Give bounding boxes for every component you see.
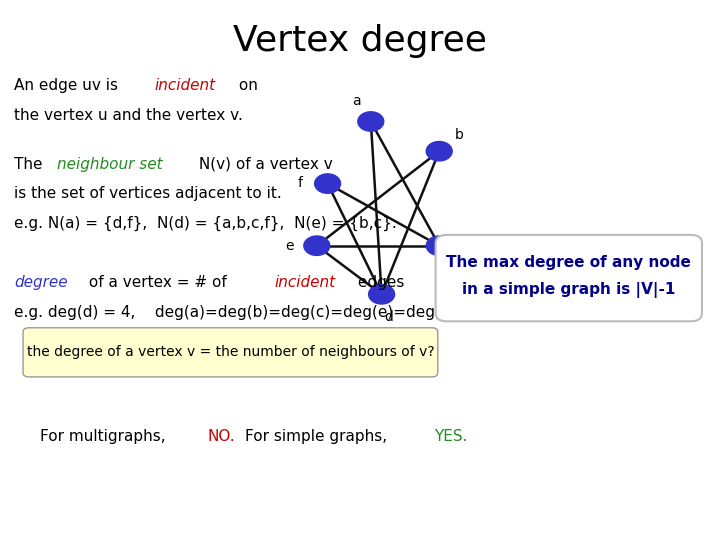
Circle shape bbox=[315, 174, 341, 193]
Text: b: b bbox=[455, 128, 464, 142]
Circle shape bbox=[426, 141, 452, 161]
Text: degree: degree bbox=[14, 275, 68, 291]
Text: the degree of a vertex v = the number of neighbours of v?: the degree of a vertex v = the number of… bbox=[27, 346, 434, 359]
Text: c: c bbox=[457, 239, 464, 253]
Text: For multigraphs,: For multigraphs, bbox=[40, 429, 170, 444]
Text: incident: incident bbox=[274, 275, 336, 291]
Text: NO.: NO. bbox=[208, 429, 235, 444]
Text: in a simple graph is |V|-1: in a simple graph is |V|-1 bbox=[462, 282, 675, 298]
Circle shape bbox=[369, 285, 395, 304]
FancyBboxPatch shape bbox=[23, 328, 438, 377]
Text: of a vertex = # of: of a vertex = # of bbox=[84, 275, 231, 291]
Text: N(v) of a vertex v: N(v) of a vertex v bbox=[194, 157, 333, 172]
Text: the vertex u and the vertex v.: the vertex u and the vertex v. bbox=[14, 108, 243, 123]
Text: Vertex degree: Vertex degree bbox=[233, 24, 487, 58]
Text: neighbour set: neighbour set bbox=[58, 157, 163, 172]
Text: is the set of vertices adjacent to it.: is the set of vertices adjacent to it. bbox=[14, 186, 282, 201]
Circle shape bbox=[358, 112, 384, 131]
Text: The max degree of any node: The max degree of any node bbox=[446, 255, 691, 271]
Text: e.g. N(a) = {d,f},  N(d) = {a,b,c,f},  N(e) = {b,c}.: e.g. N(a) = {d,f}, N(d) = {a,b,c,f}, N(e… bbox=[14, 216, 397, 231]
Text: For simple graphs,: For simple graphs, bbox=[245, 429, 392, 444]
Text: d: d bbox=[384, 310, 393, 324]
FancyBboxPatch shape bbox=[436, 235, 702, 321]
Text: e.g. deg(d) = 4,    deg(a)=deg(b)=deg(c)=deg(e)=deg(f)=2.: e.g. deg(d) = 4, deg(a)=deg(b)=deg(c)=de… bbox=[14, 305, 480, 320]
Text: incident: incident bbox=[155, 78, 216, 93]
Circle shape bbox=[304, 236, 330, 255]
Text: on: on bbox=[234, 78, 258, 93]
Text: edges: edges bbox=[353, 275, 405, 291]
Text: a: a bbox=[352, 94, 361, 108]
Text: f: f bbox=[298, 176, 302, 190]
Circle shape bbox=[426, 236, 452, 255]
Text: An edge uv is: An edge uv is bbox=[14, 78, 123, 93]
Text: The: The bbox=[14, 157, 48, 172]
Text: e: e bbox=[285, 239, 294, 253]
Text: YES.: YES. bbox=[434, 429, 468, 444]
